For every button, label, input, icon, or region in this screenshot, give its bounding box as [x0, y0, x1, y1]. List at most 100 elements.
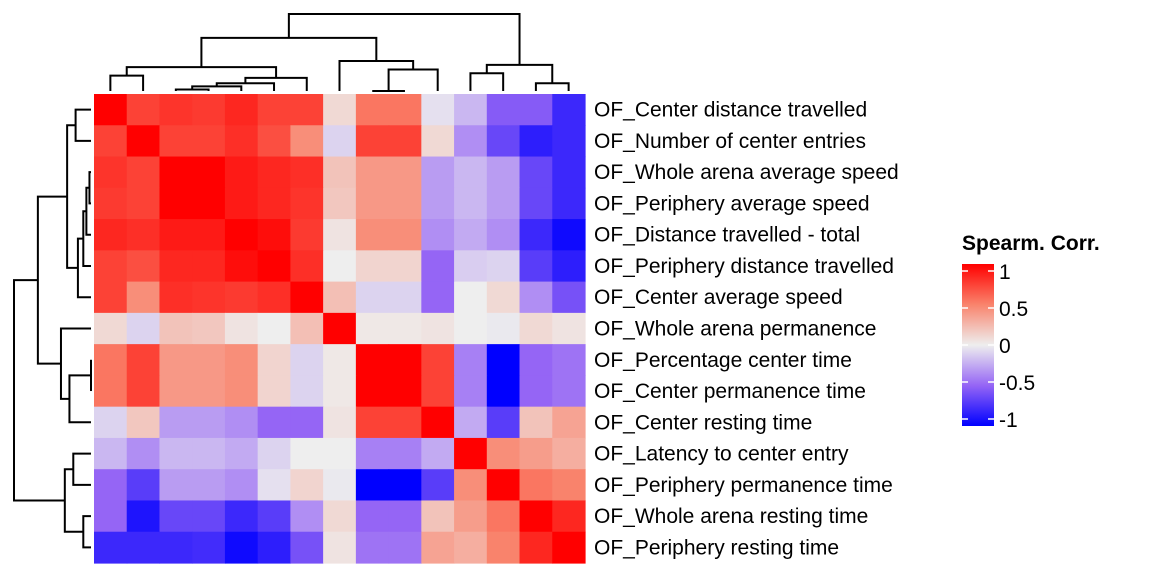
heatmap-cell: [355, 500, 390, 533]
heatmap-cell: [323, 406, 357, 439]
heatmap-cell: [126, 344, 161, 376]
column-dendrogram-branch: [109, 74, 145, 91]
heatmap-cell: [224, 531, 259, 564]
heatmap-cell: [323, 281, 357, 314]
heatmap-cell: [355, 531, 390, 564]
heatmap-cell: [388, 500, 422, 533]
heatmap-cells: [94, 94, 586, 564]
heatmap-cell: [126, 219, 161, 251]
row-dendrogram-branch: [76, 237, 91, 299]
heatmap-cell: [486, 281, 521, 314]
heatmap-cell: [355, 94, 390, 126]
heatmap-cell: [355, 125, 390, 158]
heatmap-cell: [552, 531, 586, 564]
heatmap-cell: [126, 281, 161, 314]
heatmap-cell: [224, 156, 259, 189]
heatmap-cell: [94, 250, 128, 283]
heatmap-cell: [355, 406, 390, 439]
heatmap-cell: [257, 500, 291, 533]
heatmap-cell: [519, 156, 553, 189]
heatmap-cell: [552, 187, 586, 220]
heatmap-cell: [257, 219, 291, 251]
heatmap-cell: [355, 375, 390, 408]
heatmap-cell: [388, 281, 422, 314]
heatmap-cell: [257, 375, 291, 408]
heatmap-cell: [159, 500, 193, 533]
heatmap-cell: [552, 312, 586, 345]
heatmap-cell: [257, 469, 291, 502]
heatmap-cell: [159, 312, 193, 345]
heatmap-cell: [192, 250, 226, 283]
heatmap-cell: [94, 187, 128, 220]
heatmap-cell: [486, 219, 521, 251]
heatmap-cell: [159, 187, 193, 220]
column-dendrogram-branch: [244, 76, 308, 91]
heatmap-cell: [421, 94, 455, 126]
row-dendrogram-branch: [59, 327, 91, 400]
heatmap-cell: [159, 531, 193, 564]
heatmap-cell: [421, 187, 455, 220]
row-dendrogram-branch: [36, 195, 68, 365]
heatmap-cell: [421, 375, 455, 408]
heatmap-cell: [290, 156, 324, 189]
row-dendrogram-branch: [13, 279, 65, 502]
heatmap-cell: [94, 219, 128, 251]
heatmap-cell: [454, 187, 488, 220]
heatmap-cell: [454, 406, 488, 439]
heatmap-cell: [257, 531, 291, 564]
heatmap-cell: [94, 281, 128, 314]
heatmap-cell: [126, 125, 161, 158]
heatmap-cell: [355, 156, 390, 189]
heatmap-cell: [323, 94, 357, 126]
heatmap-cell: [486, 94, 521, 126]
heatmap-cell: [94, 344, 128, 376]
heatmap-cell: [421, 250, 455, 283]
heatmap-cell: [552, 437, 586, 470]
heatmap-cell: [159, 281, 193, 314]
heatmap-cell: [192, 312, 226, 345]
heatmap-cell: [224, 219, 259, 251]
heatmap-cell: [323, 500, 357, 533]
heatmap-cell: [224, 437, 259, 470]
heatmap-cell: [454, 156, 488, 189]
heatmap-cell: [192, 500, 226, 533]
heatmap-cell: [323, 312, 357, 345]
row-label: OF_Center distance travelled: [594, 99, 867, 122]
column-dendrogram-branch: [387, 68, 439, 91]
heatmap-cell: [159, 219, 193, 251]
heatmap-cell: [486, 187, 521, 220]
color-legend: Spearm. Corr. 1 0.5 0 -0.5 -1: [962, 232, 1100, 432]
heatmap-cell: [421, 156, 455, 189]
heatmap-cell: [388, 187, 422, 220]
heatmap-cell: [454, 500, 488, 533]
heatmap-cell: [552, 219, 586, 251]
row-dendrogram: [13, 108, 92, 549]
heatmap-cell: [454, 375, 488, 408]
heatmap-cell: [421, 406, 455, 439]
heatmap-cell: [257, 94, 291, 126]
heatmap-cell: [355, 312, 390, 345]
row-dendrogram-branch: [72, 452, 91, 486]
heatmap-cell: [454, 437, 488, 470]
heatmap-cell: [94, 312, 128, 345]
heatmap-cell: [355, 281, 390, 314]
heatmap-cell: [323, 125, 357, 158]
heatmap-cell: [454, 94, 488, 126]
heatmap-cell: [159, 375, 193, 408]
heatmap-cell: [126, 437, 161, 470]
heatmap-cell: [257, 187, 291, 220]
heatmap-cell: [257, 312, 291, 345]
heatmap-cell: [454, 125, 488, 158]
heatmap-cell: [519, 406, 553, 439]
heatmap-cell: [519, 312, 553, 345]
legend-tick-label: -1: [999, 409, 1018, 432]
heatmap-cell: [224, 281, 259, 314]
row-label: OF_Center average speed: [594, 286, 843, 309]
heatmap-cell: [224, 344, 259, 376]
heatmap-cell: [454, 531, 488, 564]
heatmap-cell: [388, 437, 422, 470]
heatmap-cell: [290, 437, 324, 470]
heatmap-cell: [519, 281, 553, 314]
heatmap-cell: [519, 187, 553, 220]
